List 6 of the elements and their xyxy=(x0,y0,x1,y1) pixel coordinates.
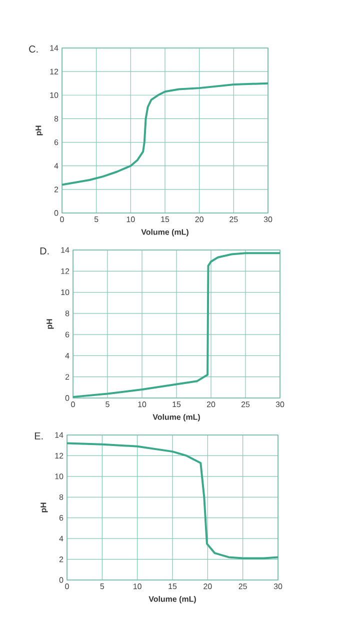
line-series xyxy=(67,442,278,560)
chart-title: E. xyxy=(34,432,43,440)
line-series xyxy=(62,82,268,186)
chart-title: D. xyxy=(40,248,49,254)
chart-title: C. xyxy=(29,46,38,53)
line-series xyxy=(73,252,280,398)
